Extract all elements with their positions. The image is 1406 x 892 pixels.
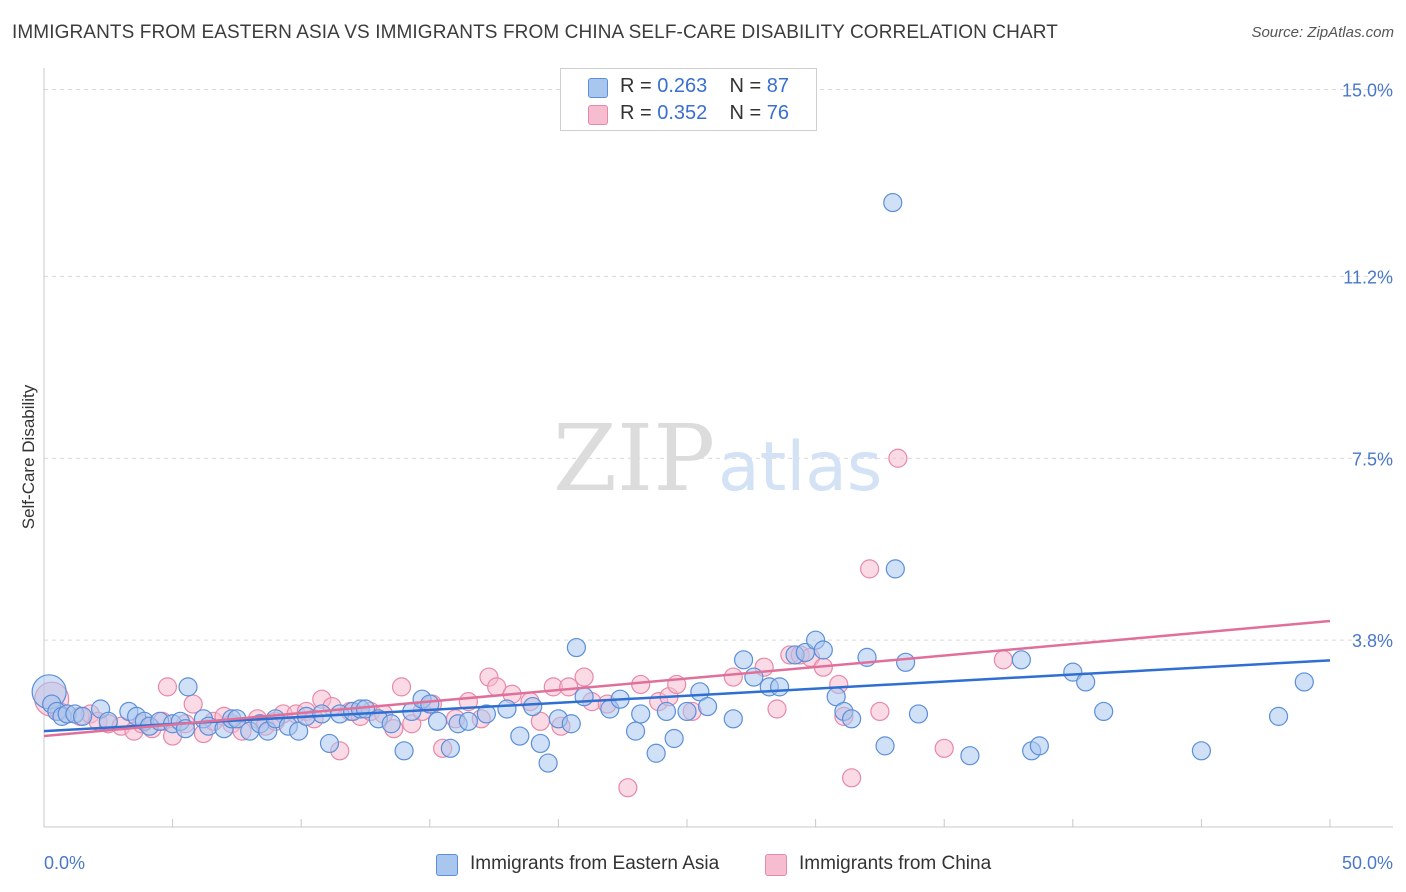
bottom-legend: Immigrants from Eastern Asia Immigrants … [0, 851, 1406, 879]
point-eastern-asia [312, 704, 332, 724]
point-china [574, 667, 594, 687]
x-tick-label-min: 0.0% [44, 853, 85, 873]
point-eastern-asia [908, 704, 929, 724]
bottom-legend-swatch-china [765, 854, 787, 876]
point-china [842, 768, 862, 788]
point-eastern-asia [1063, 662, 1083, 682]
trendline-china [43, 619, 1331, 738]
point-eastern-asia [813, 640, 833, 660]
point-eastern-asia [574, 687, 594, 707]
point-china [559, 677, 579, 697]
point-eastern-asia [896, 652, 916, 672]
legend-r-value: 0.263 [657, 75, 708, 97]
legend-swatch-eastern-asia [588, 78, 608, 98]
point-eastern-asia [842, 709, 862, 729]
point-china [183, 694, 203, 714]
point-eastern-asia [697, 696, 718, 717]
point-eastern-asia [381, 714, 401, 734]
point-china [767, 699, 787, 719]
chart-title: IMMIGRANTS FROM EASTERN ASIA VS IMMIGRAN… [12, 22, 1058, 43]
point-eastern-asia [523, 696, 543, 717]
point-eastern-asia [566, 637, 587, 658]
point-eastern-asia [885, 559, 905, 579]
point-eastern-asia [769, 677, 790, 697]
point-eastern-asia [510, 726, 530, 746]
point-eastern-asia [1268, 706, 1289, 726]
point-china [723, 667, 743, 687]
y-tick-label: 3.8% [1352, 631, 1393, 651]
legend-n-value: 87 [766, 75, 790, 97]
point-eastern-asia [875, 736, 895, 756]
point-eastern-asia [538, 753, 558, 773]
point-eastern-asia [883, 192, 903, 213]
point-eastern-asia [289, 721, 309, 741]
x-tick-label-max: 50.0% [1342, 853, 1393, 873]
bottom-legend-label-eastern-asia: Immigrants from Eastern Asia [470, 853, 720, 874]
point-china [870, 701, 890, 722]
legend-swatch-china [588, 105, 608, 125]
point-eastern-asia [656, 701, 677, 722]
point-eastern-asia [625, 721, 646, 741]
point-china [993, 650, 1013, 670]
grid-layer [44, 89, 1393, 641]
point-eastern-asia [319, 733, 340, 754]
y-axis-title: Self-Care Disability [19, 384, 38, 529]
legend-n-label: N = [729, 102, 762, 124]
point-eastern-asia [646, 743, 666, 763]
chart-source: Source: ZipAtlas.com [1251, 24, 1394, 41]
point-eastern-asia [1094, 701, 1114, 722]
legend-r-label: R = [620, 102, 652, 124]
point-eastern-asia [1011, 650, 1031, 670]
point-eastern-asia [1076, 672, 1096, 692]
legend-r-value: 0.352 [657, 102, 708, 124]
trendline-eastern-asia [43, 659, 1331, 733]
point-eastern-asia [677, 701, 697, 722]
point-eastern-asia [427, 711, 448, 731]
point-china [934, 738, 954, 758]
point-china [391, 677, 412, 697]
watermark: ZIP atlas [553, 405, 882, 512]
y-tick-label: 7.5% [1352, 449, 1393, 469]
point-eastern-asia [960, 746, 980, 766]
watermark-zip: ZIP [553, 405, 715, 512]
point-eastern-asia [1191, 741, 1212, 761]
y-tick-label: 15.0% [1342, 81, 1393, 101]
bottom-legend-swatch-eastern-asia [436, 854, 458, 876]
point-china [888, 448, 908, 468]
point-eastern-asia [476, 704, 496, 724]
y-tick-label: 11.2% [1343, 267, 1393, 287]
legend-n-label: N = [729, 75, 762, 97]
point-eastern-asia [178, 677, 198, 697]
point-china [860, 559, 880, 579]
point-eastern-asia [723, 709, 743, 729]
point-china [157, 677, 178, 697]
legend-n-value: 76 [766, 102, 790, 124]
point-china [618, 778, 638, 798]
point-eastern-asia [530, 733, 550, 754]
point-eastern-asia [440, 738, 460, 758]
point-eastern-asia [1029, 736, 1049, 756]
point-eastern-asia [664, 728, 684, 749]
point-eastern-asia [1294, 672, 1314, 692]
point-eastern-asia [458, 711, 478, 731]
point-eastern-asia [631, 704, 651, 724]
point-eastern-asia [394, 741, 414, 761]
legend-r-label: R = [620, 75, 652, 97]
watermark-atlas: atlas [718, 428, 882, 507]
bottom-legend-label-china: Immigrants from China [799, 853, 992, 874]
point-eastern-asia [733, 650, 754, 670]
point-eastern-asia [561, 714, 581, 734]
trend-layer [43, 619, 1331, 738]
tick-labels: 3.8% 7.5% 11.2% 15.0% 0.0% 50.0% [44, 81, 1393, 874]
point-eastern-asia [497, 699, 517, 719]
legend: R = 0.263 N = 87 R = 0.352 N = 76 [560, 68, 817, 131]
point-eastern-asia [72, 706, 93, 726]
